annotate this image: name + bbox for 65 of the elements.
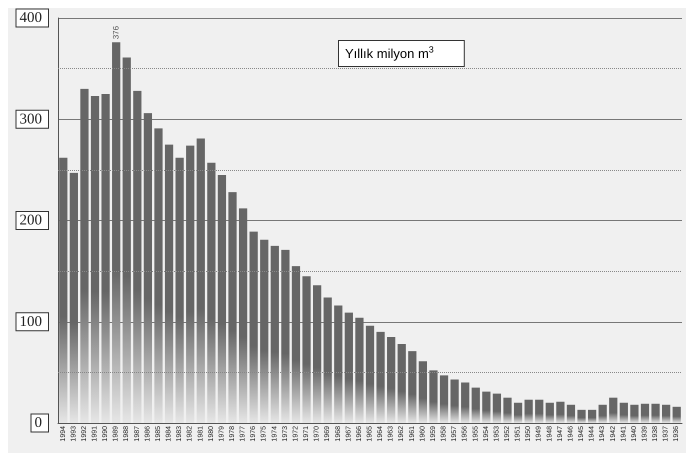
bar [672,406,681,423]
bar [651,404,660,423]
bar [59,158,68,423]
bar [133,90,142,423]
bar [472,388,480,423]
bar [292,266,300,423]
bar [281,250,290,423]
bar [302,276,311,423]
bar [482,392,490,423]
bar [418,361,428,423]
bar [260,240,268,423]
bar [609,398,618,423]
bar [546,402,554,423]
bar [556,402,564,423]
bar [588,410,596,423]
bar [164,144,174,423]
bar [207,162,216,423]
bar [70,172,78,423]
bar [503,398,512,423]
bar [238,208,248,423]
bar [144,113,152,423]
y-tick-label: 300 [20,111,42,128]
bar [312,285,322,423]
bar [514,402,522,423]
bar [176,158,184,423]
bar [398,344,406,423]
bar [440,375,448,423]
bar [387,336,396,423]
bar [344,312,353,423]
bar [620,402,628,423]
bar [90,96,100,423]
bar [630,404,639,423]
bar [492,394,502,423]
bar [355,318,364,423]
bar [228,192,237,423]
bar [662,404,670,423]
bar [366,326,374,423]
bar [524,400,533,423]
bar [450,379,459,423]
y-tick-label: 0 [34,415,42,431]
bar [250,232,258,423]
y-tick-label: 400 [20,10,42,26]
bar [112,42,120,423]
bar [186,146,194,423]
bar [218,174,226,423]
bar [535,400,544,423]
bar [154,128,163,423]
y-tick-label: 200 [20,212,42,228]
bar [196,138,205,423]
bar [640,404,650,423]
bar [122,57,131,423]
bar [324,297,332,423]
bar [408,351,416,423]
y-tick-label: 100 [20,314,42,330]
bar [270,246,279,423]
bar [334,306,342,423]
bar [101,94,110,423]
bar [376,332,385,423]
bar [429,370,438,423]
bar [461,382,470,423]
bar [598,404,607,423]
data-label: 376 [112,25,121,40]
bar [80,88,89,423]
bar [577,410,586,423]
bar [566,404,576,423]
